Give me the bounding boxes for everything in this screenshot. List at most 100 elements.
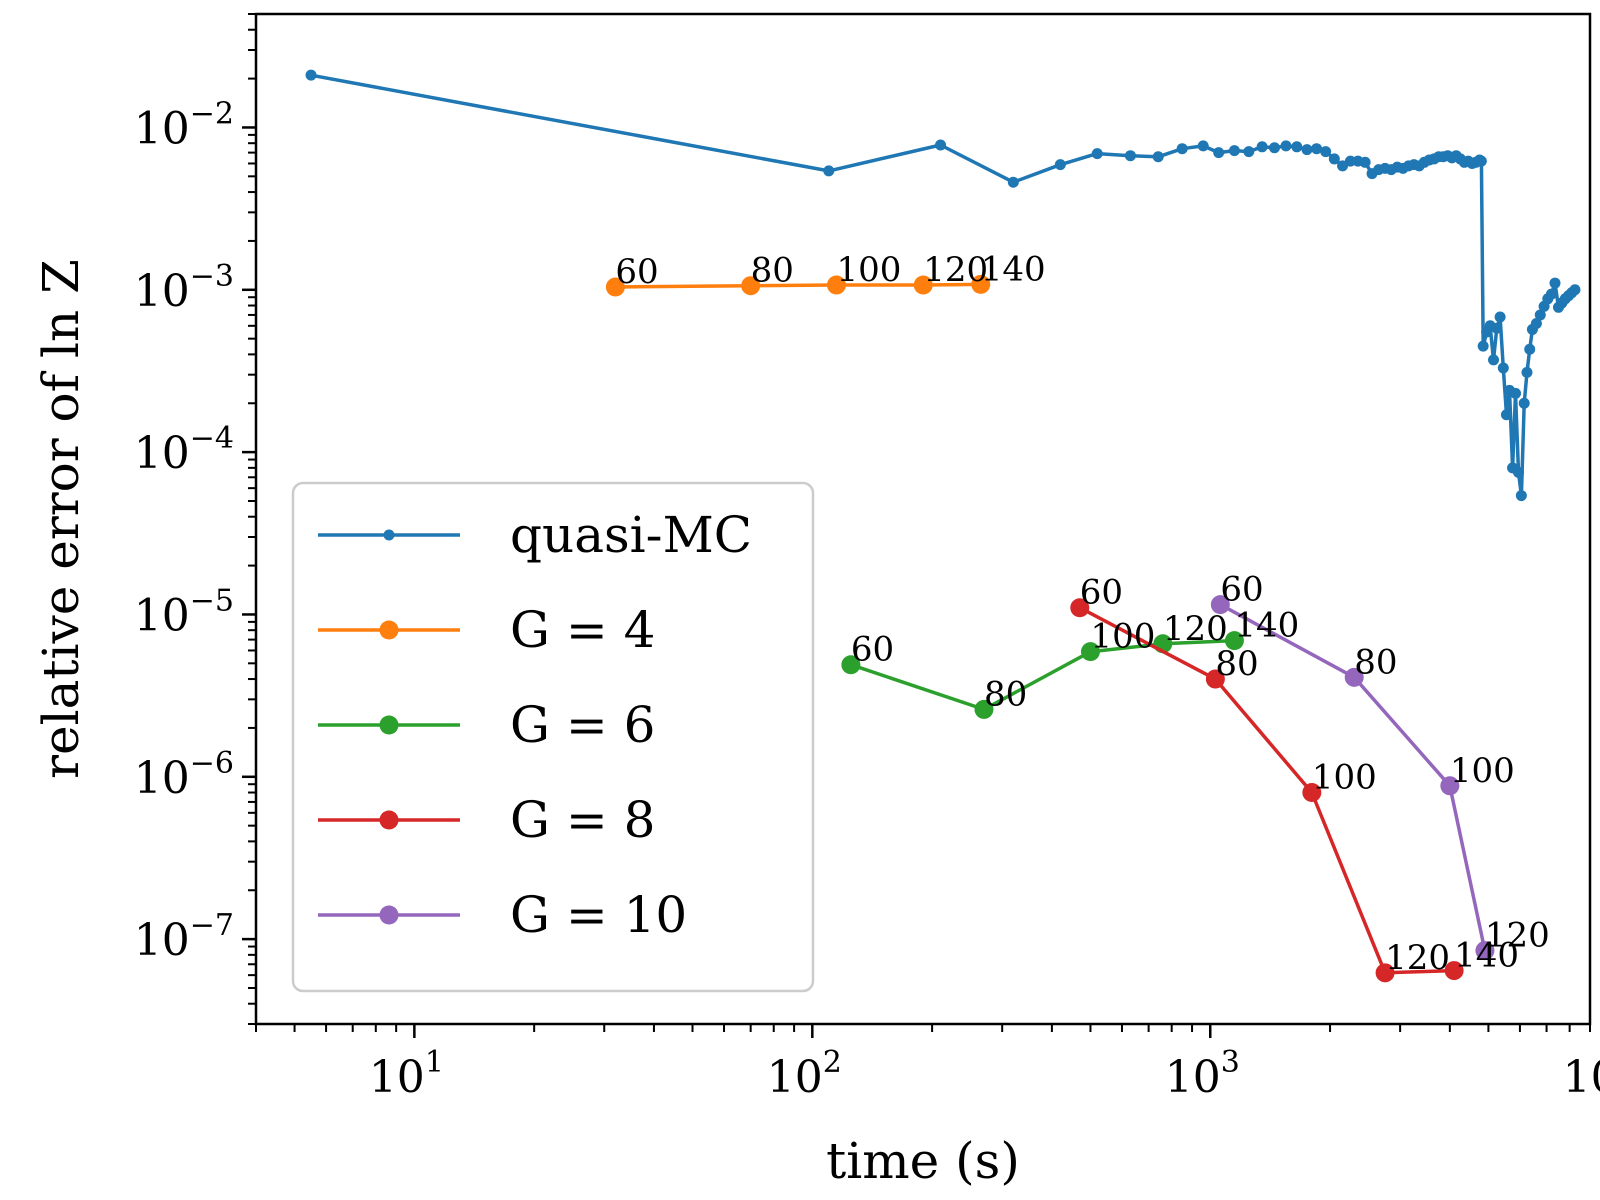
data-label: 120 bbox=[1385, 938, 1450, 978]
x-tick-label: 104 bbox=[1563, 1045, 1600, 1103]
data-point bbox=[823, 165, 835, 177]
series-line-g-8 bbox=[1078, 606, 1455, 975]
y-tick-label: 10−2 bbox=[134, 96, 234, 154]
data-point bbox=[1291, 141, 1303, 153]
legend-frame bbox=[291, 481, 815, 993]
data-point bbox=[974, 699, 994, 719]
data-point bbox=[1444, 961, 1464, 981]
data-point bbox=[1524, 343, 1536, 355]
data-point bbox=[1268, 142, 1280, 154]
data-point bbox=[605, 277, 625, 297]
y-tick-label: 10−3 bbox=[134, 259, 234, 317]
data-point bbox=[1007, 176, 1019, 188]
data-point bbox=[1176, 143, 1188, 155]
data-point bbox=[1518, 397, 1530, 409]
y-tick-label: 10−5 bbox=[134, 583, 234, 641]
data-label: 100 bbox=[1090, 617, 1155, 657]
data-point bbox=[1344, 667, 1364, 687]
plot-area bbox=[254, 12, 1592, 1026]
data-point bbox=[1280, 140, 1292, 152]
data-label: 100 bbox=[836, 250, 901, 290]
data-label: 60 bbox=[1220, 570, 1263, 610]
series-layer bbox=[305, 69, 1581, 983]
data-point bbox=[913, 275, 933, 295]
data-label: 80 bbox=[1354, 642, 1397, 682]
series-g-6 bbox=[841, 631, 1244, 719]
data-point bbox=[1070, 598, 1090, 618]
data-point bbox=[1228, 145, 1240, 157]
y-tick-label: 10−6 bbox=[134, 746, 234, 804]
data-point bbox=[1091, 148, 1103, 160]
data-label: 80 bbox=[751, 251, 794, 291]
x-tick-label: 101 bbox=[369, 1045, 444, 1103]
data-point bbox=[1510, 387, 1522, 399]
y-tick-label: 10−4 bbox=[134, 421, 234, 479]
data-point bbox=[1302, 783, 1322, 803]
data-point bbox=[1440, 776, 1460, 796]
data-point bbox=[971, 274, 991, 294]
data-point bbox=[1549, 277, 1561, 289]
data-point bbox=[1054, 159, 1066, 171]
data-label: 140 bbox=[1454, 936, 1519, 976]
data-point bbox=[826, 275, 846, 295]
data-point bbox=[741, 276, 761, 296]
data-point bbox=[1080, 642, 1100, 662]
legend-marker-quasi-mc bbox=[383, 529, 395, 541]
data-point bbox=[1475, 941, 1495, 961]
data-point bbox=[1494, 311, 1506, 323]
data-point bbox=[935, 139, 947, 151]
data-point bbox=[1197, 140, 1209, 152]
data-point bbox=[1320, 146, 1332, 158]
data-point bbox=[1530, 317, 1542, 329]
series-quasi-mc bbox=[305, 69, 1581, 502]
x-tick-label: 103 bbox=[1165, 1045, 1240, 1103]
plot-frame bbox=[254, 12, 1592, 1026]
data-point bbox=[305, 69, 317, 81]
legend-label-g-8: G = 8 bbox=[510, 791, 655, 849]
data-point bbox=[1515, 490, 1527, 502]
x-axis-label: time (s) bbox=[826, 1132, 1020, 1190]
data-point bbox=[1534, 309, 1546, 321]
series-g-10 bbox=[1210, 595, 1495, 961]
x-tick-label: 102 bbox=[767, 1045, 842, 1103]
data-point bbox=[841, 655, 861, 675]
legend: quasi-MC G = 4 G = 6 G = 8 G = 10 bbox=[291, 481, 815, 993]
data-label: 100 bbox=[1312, 758, 1377, 798]
data-point bbox=[1569, 284, 1581, 296]
data-point bbox=[1500, 409, 1512, 421]
series-line-g-10 bbox=[1219, 603, 1487, 951]
data-label: 120 bbox=[1485, 916, 1550, 956]
data-point bbox=[1477, 340, 1489, 352]
series-line-g-6 bbox=[850, 638, 1235, 712]
data-point bbox=[1124, 150, 1136, 162]
data-label: 60 bbox=[1080, 573, 1123, 613]
series-g-4 bbox=[605, 274, 991, 297]
data-label: 60 bbox=[851, 630, 894, 670]
data-label: 140 bbox=[981, 249, 1046, 289]
data-point bbox=[1375, 963, 1395, 983]
legend-marker-g-6 bbox=[379, 715, 399, 735]
data-point bbox=[1152, 151, 1164, 163]
data-point bbox=[1311, 143, 1323, 155]
data-point bbox=[1491, 322, 1503, 334]
legend-label-g-10: G = 10 bbox=[510, 886, 687, 944]
legend-marker-g-4 bbox=[379, 620, 399, 640]
data-point bbox=[1512, 466, 1524, 478]
y-tick-label: 10−7 bbox=[134, 908, 234, 966]
data-point bbox=[1205, 669, 1225, 689]
series-g-8 bbox=[1070, 598, 1464, 983]
legend-marker-g-8 bbox=[379, 810, 399, 830]
data-label: 60 bbox=[615, 252, 658, 292]
data-label: 80 bbox=[984, 674, 1027, 714]
legend-label-quasi-mc: quasi-MC bbox=[510, 506, 752, 564]
data-label: 120 bbox=[1163, 609, 1228, 649]
legend-marker-g-10 bbox=[379, 905, 399, 925]
data-point bbox=[1256, 141, 1268, 153]
data-point bbox=[1210, 595, 1230, 615]
data-point bbox=[1328, 153, 1340, 165]
data-point bbox=[1545, 288, 1557, 300]
data-point bbox=[1301, 144, 1313, 156]
data-label: 80 bbox=[1215, 644, 1258, 684]
